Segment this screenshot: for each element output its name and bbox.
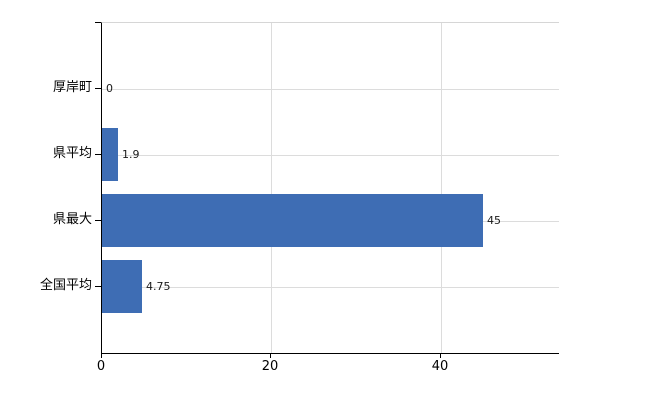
plot-area: 0 1.9 45 4.75 bbox=[101, 22, 559, 354]
bar bbox=[102, 128, 118, 181]
horizontal-gridline bbox=[102, 155, 559, 156]
horizontal-gridline bbox=[102, 89, 559, 90]
x-axis-tick bbox=[270, 353, 271, 358]
category-label: 厚岸町 bbox=[52, 80, 92, 95]
value-label: 0 bbox=[106, 82, 113, 95]
x-axis-tick-label: 40 bbox=[431, 359, 449, 374]
vertical-gridline bbox=[271, 23, 272, 353]
category-label: 全国平均 bbox=[39, 278, 92, 293]
category-label: 県最大 bbox=[52, 212, 92, 227]
x-axis-tick bbox=[440, 353, 441, 358]
x-axis-tick-label: 0 bbox=[96, 359, 106, 374]
vertical-gridline bbox=[441, 23, 442, 353]
bar bbox=[102, 194, 483, 247]
y-axis-tick bbox=[95, 154, 101, 155]
y-axis-tick bbox=[95, 220, 101, 221]
x-axis-tick bbox=[101, 353, 102, 358]
bar bbox=[102, 260, 142, 313]
y-axis-tick bbox=[95, 88, 101, 89]
category-label: 県平均 bbox=[52, 146, 92, 161]
horizontal-gridline bbox=[102, 287, 559, 288]
value-label: 45 bbox=[487, 214, 501, 227]
value-label: 1.9 bbox=[122, 148, 140, 161]
x-axis-tick-label: 20 bbox=[261, 359, 279, 374]
value-label: 4.75 bbox=[146, 280, 171, 293]
y-axis-tick bbox=[95, 286, 101, 287]
y-axis-tick bbox=[95, 22, 101, 23]
